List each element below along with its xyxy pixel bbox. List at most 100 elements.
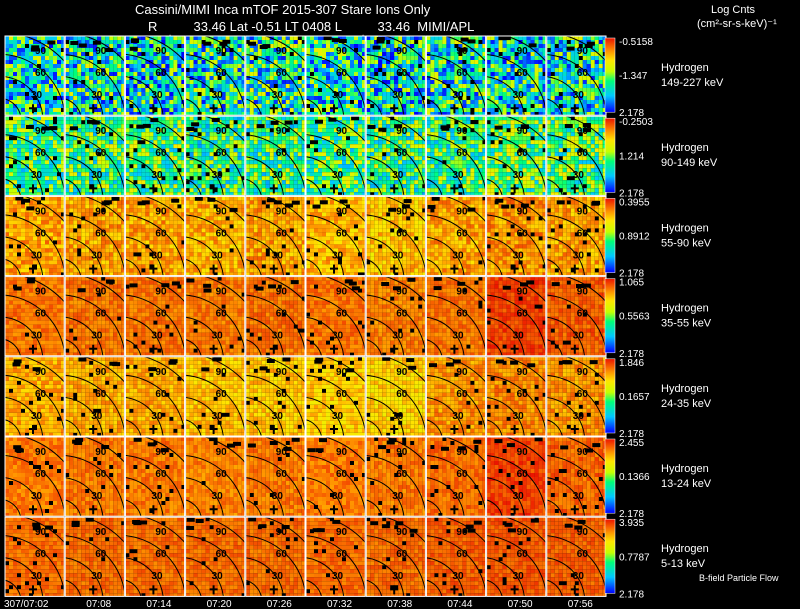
latitude-contour-label: 90 (456, 206, 468, 217)
latitude-contour-label: 90 (577, 527, 589, 538)
latitude-contour-label: 60 (456, 469, 468, 480)
image-panel: 90 60 30 (546, 35, 607, 116)
latitude-contour-label: 90 (517, 367, 529, 378)
latitude-contour-label: 90 (35, 206, 47, 217)
latitude-contour-label: 60 (577, 68, 589, 79)
image-panel: 90 60 30 (245, 516, 306, 597)
plot-title: Cassini/MIMI Inca mTOF 2015-307 Stare Io… (135, 2, 431, 17)
image-panel: 90 60 30 (185, 516, 246, 597)
latitude-contour-label: 60 (456, 148, 468, 159)
latitude-contour-label: 90 (396, 447, 408, 458)
image-panel: 90 60 30 (425, 436, 487, 517)
image-panel: 90 60 30 (546, 436, 607, 517)
latitude-contour-label: 60 (35, 389, 47, 400)
energy-label: 90-149 keV (661, 157, 718, 169)
latitude-contour-label: 60 (396, 389, 408, 400)
latitude-contour-label: 90 (155, 287, 167, 298)
x-tick-label: 07:44 (447, 599, 472, 609)
colorbar-max-label: -0.5158 (619, 37, 653, 48)
latitude-contour-label: 60 (276, 68, 288, 79)
image-panel: 90 60 30 (64, 356, 125, 437)
row-label: Hydrogen 13-24 keV (661, 463, 712, 490)
latitude-contour-label: 30 (151, 491, 163, 502)
latitude-contour-label: 90 (216, 447, 228, 458)
latitude-contour-label: 30 (452, 411, 464, 422)
latitude-contour-label: 60 (276, 228, 288, 239)
latitude-contour-label: 60 (155, 68, 167, 79)
latitude-contour-label: 90 (276, 367, 288, 378)
image-row: 90 60 30 90 60 30 90 60 30 90 60 30 90 60 30 90 60 30 90 60… (4, 516, 607, 597)
colorbar-min-label: 2.178 (619, 509, 644, 520)
latitude-contour-label: 30 (332, 491, 344, 502)
orbit-info: R 33.46 Lat -0.51 LT 0408 L 33.46 MIMI/A… (148, 19, 474, 34)
latitude-contour-label: 60 (216, 148, 228, 159)
latitude-contour-label: 90 (276, 46, 288, 57)
latitude-contour-label: 30 (392, 250, 404, 261)
latitude-contour-label: 90 (95, 206, 107, 217)
latitude-contour-label: 60 (336, 549, 348, 560)
colorbar-max-label: 3.935 (619, 518, 644, 529)
latitude-contour-label: 60 (216, 549, 228, 560)
latitude-contour-label: 60 (155, 309, 167, 320)
latitude-contour-label: 30 (573, 250, 585, 261)
latitude-contour-label: 60 (155, 469, 167, 480)
colorbar-mid-label: 0.7787 (619, 552, 650, 563)
latitude-contour-label: 60 (517, 228, 529, 239)
x-tick-label: 307/07:02 (4, 599, 49, 609)
image-row: 90 60 30 90 60 30 90 60 30 90 60 30 90 60 30 90 60 30 90 60… (4, 35, 607, 116)
latitude-contour-label: 60 (216, 228, 228, 239)
latitude-contour-label: 60 (577, 469, 589, 480)
image-panel: 90 60 30 (64, 516, 125, 597)
latitude-contour-label: 90 (396, 367, 408, 378)
latitude-contour-label: 30 (212, 90, 224, 101)
energy-label: 5-13 keV (661, 558, 706, 570)
latitude-contour-label: 60 (336, 228, 348, 239)
latitude-contour-label: 60 (577, 389, 589, 400)
x-tick-label: 07:56 (568, 599, 593, 609)
colorbar-max-label: 1.846 (619, 358, 644, 369)
row-label: Hydrogen 90-149 keV (661, 142, 718, 169)
latitude-contour-label: 90 (35, 527, 47, 538)
latitude-contour-label: 30 (272, 170, 284, 181)
latitude-contour-label: 90 (336, 287, 348, 298)
colorbar: 0.3955 0.8912 2.178 (604, 197, 650, 280)
latitude-contour-label: 30 (392, 90, 404, 101)
colorbar-mid-label: 1.214 (619, 151, 644, 162)
latitude-contour-label: 90 (577, 287, 589, 298)
latitude-contour-label: 90 (155, 367, 167, 378)
colorbar: 1.065 0.5563 2.178 (604, 278, 650, 360)
latitude-contour-label: 90 (396, 206, 408, 217)
latitude-contour-label: 60 (35, 68, 47, 79)
image-panel: 90 60 30 (124, 276, 186, 357)
colorbar-mid-label: 0.1366 (619, 472, 650, 483)
latitude-contour-label: 90 (456, 287, 468, 298)
image-panel: 90 60 30 (486, 436, 547, 517)
latitude-contour-label: 60 (35, 309, 47, 320)
image-panel: 90 60 30 (305, 115, 366, 196)
image-row: 90 60 30 90 60 30 90 60 30 90 60 30 90 60 30 90 60 30 90 60… (4, 356, 607, 437)
colorbar-title-line2: (cm²-sr-s-keV)⁻¹ (697, 18, 777, 30)
latitude-contour-label: 60 (155, 549, 167, 560)
image-panel: 90 60 30 (305, 35, 366, 116)
image-panel: 90 60 30 (185, 195, 246, 277)
latitude-contour-label: 30 (573, 90, 585, 101)
latitude-contour-label: 30 (392, 411, 404, 422)
image-panel: 90 60 30 (546, 356, 607, 437)
latitude-contour-label: 90 (456, 46, 468, 57)
image-panel: 90 60 30 (546, 195, 607, 277)
latitude-contour-label: 30 (573, 571, 585, 582)
image-panel: 90 60 30 (305, 356, 366, 437)
latitude-contour-label: 90 (155, 126, 167, 137)
image-panel: 90 60 30 (365, 356, 426, 437)
latitude-contour-label: 90 (517, 126, 529, 137)
latitude-contour-label: 60 (456, 68, 468, 79)
species-label: Hydrogen (661, 463, 709, 475)
latitude-contour-label: 30 (272, 331, 284, 342)
latitude-contour-label: 30 (513, 331, 525, 342)
image-grid: 90 60 30 90 60 30 90 60 30 90 60 30 90 60 30 90 60 30 90 60… (4, 35, 607, 597)
latitude-contour-label: 30 (151, 90, 163, 101)
latitude-contour-label: 30 (212, 491, 224, 502)
image-panel: 90 60 30 (365, 276, 426, 357)
